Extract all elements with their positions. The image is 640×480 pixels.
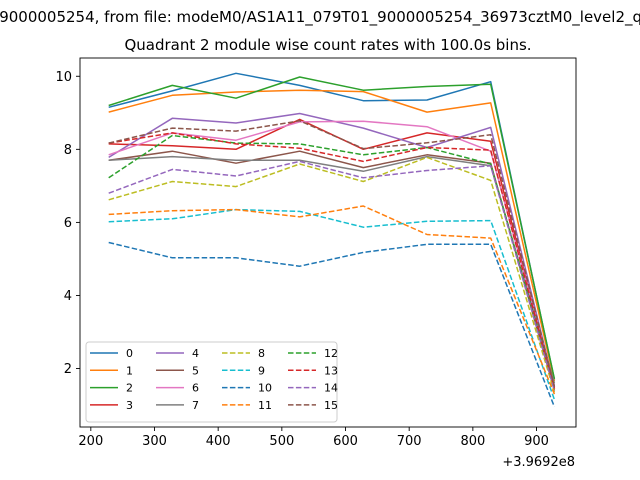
legend-label-9: 9 [258, 364, 265, 377]
series-line-13 [108, 132, 556, 389]
legend-label-1: 1 [126, 364, 133, 377]
figure-suptitle: Plot for Obsid 9000005254, from file: mo… [0, 8, 640, 27]
x-tick-label-600: 600 [333, 434, 358, 449]
legend-label-13: 13 [324, 364, 338, 377]
plot-frame [79, 57, 577, 428]
y-tick-label-10: 10 [55, 70, 72, 85]
series-line-15 [108, 120, 556, 387]
legend-label-14: 14 [324, 382, 338, 395]
legend-label-10: 10 [258, 382, 272, 395]
legend-label-4: 4 [192, 347, 199, 360]
legend-label-15: 15 [324, 399, 338, 412]
x-tick-label-900: 900 [524, 434, 549, 449]
plot-area [108, 72, 556, 408]
legend-label-3: 3 [126, 399, 133, 412]
x-tick-label-700: 700 [397, 434, 422, 449]
legend-label-12: 12 [324, 347, 338, 360]
legend-label-6: 6 [192, 382, 199, 395]
x-tick-label-500: 500 [269, 434, 294, 449]
series-line-9 [108, 208, 556, 400]
series-line-11 [108, 205, 556, 395]
chart-title: Quadrant 2 module wise count rates with … [124, 36, 531, 54]
y-tick-label-8: 8 [64, 143, 72, 158]
x-axis-offset-label: +3.9692e8 [502, 455, 575, 470]
series-line-14 [108, 160, 556, 391]
legend-label-8: 8 [258, 347, 265, 360]
legend-label-2: 2 [126, 382, 133, 395]
series-line-3 [108, 118, 556, 389]
x-tick-label-300: 300 [142, 434, 167, 449]
series-line-8 [108, 156, 556, 393]
x-tick-label-200: 200 [78, 434, 103, 449]
legend-label-7: 7 [192, 399, 199, 412]
series-line-12 [108, 134, 556, 388]
legend-label-5: 5 [192, 364, 199, 377]
y-tick-label-4: 4 [64, 289, 72, 304]
legend-box [85, 341, 338, 423]
y-tick-label-6: 6 [64, 216, 72, 231]
series-line-2 [108, 76, 556, 379]
x-tick-label-400: 400 [206, 434, 231, 449]
y-tick-label-2: 2 [64, 362, 72, 377]
legend-label-0: 0 [126, 347, 133, 360]
series-line-1 [108, 89, 556, 382]
legend-label-11: 11 [258, 399, 272, 412]
series-line-10 [108, 241, 556, 408]
x-tick-label-800: 800 [460, 434, 485, 449]
series-line-7 [108, 155, 556, 384]
